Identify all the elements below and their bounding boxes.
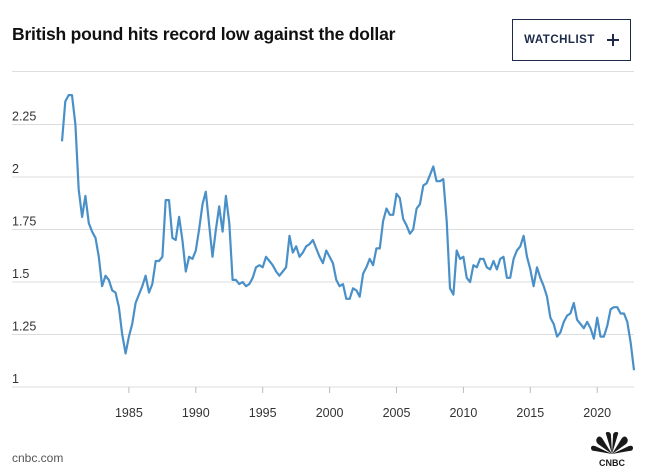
x-axis-ticks: 1985 1990 1995 2000 2005 2010 2015 2020 xyxy=(115,387,611,420)
x-tick-label: 2000 xyxy=(316,406,344,420)
y-tick-label: 2 xyxy=(12,162,19,176)
logo-text: CNBC xyxy=(599,458,625,468)
y-tick-label: 1.25 xyxy=(12,320,36,334)
x-tick-label: 2005 xyxy=(383,406,411,420)
y-axis-ticks: 1 1.25 1.5 1.75 2 2.25 xyxy=(12,110,36,387)
x-tick-label: 1985 xyxy=(115,406,143,420)
watchlist-button[interactable]: WATCHLIST xyxy=(512,19,631,61)
header-divider xyxy=(12,71,634,72)
grid-layer xyxy=(12,124,634,388)
plus-icon xyxy=(606,34,619,46)
cnbc-peacock-logo: CNBC xyxy=(591,432,633,468)
x-tick-label: 1995 xyxy=(249,406,277,420)
source-label: cnbc.com xyxy=(12,451,64,465)
y-tick-label: 1 xyxy=(12,372,19,386)
chart-title: British pound hits record low against th… xyxy=(12,24,396,44)
x-tick-label: 2020 xyxy=(583,406,611,420)
x-tick-label: 1990 xyxy=(182,406,210,420)
y-tick-label: 1.5 xyxy=(12,267,29,281)
x-tick-label: 2015 xyxy=(516,406,544,420)
series-line xyxy=(60,94,636,371)
y-tick-label: 2.25 xyxy=(12,110,36,124)
watchlist-button-label: WATCHLIST xyxy=(524,34,595,46)
y-tick-label: 1.75 xyxy=(12,215,36,229)
x-tick-label: 2010 xyxy=(449,406,477,420)
